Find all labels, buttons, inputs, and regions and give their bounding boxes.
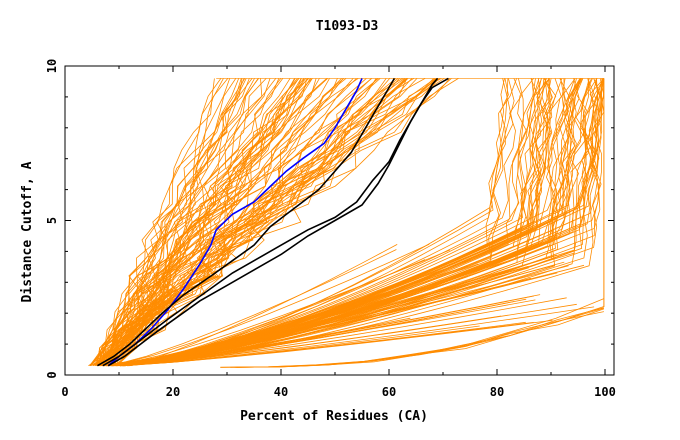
model-curve [99,78,253,366]
model-curve [112,243,430,367]
y-axis-ticks: 0 5 10 [45,59,614,379]
model-curve [112,78,581,367]
model-curve [89,78,311,366]
model-curve [126,259,426,367]
highlighted-curve-4 [107,77,449,367]
model-curve [114,78,452,367]
model-curve [112,78,604,367]
x-tick-label: 100 [594,385,616,399]
model-curve [110,78,330,366]
x-tick-label: 60 [382,385,396,399]
y-tick-label: 10 [45,59,59,73]
model-curve [113,78,509,367]
x-tick-label: 0 [61,385,68,399]
model-curve [99,78,440,366]
model-curve [109,78,300,366]
model-curve [118,265,468,367]
model-curve [93,78,359,367]
x-axis-label: Percent of Residues (CA) [240,409,428,424]
x-tick-label: 80 [490,385,504,399]
model-curve [113,78,605,367]
model-curve [99,78,240,366]
model-curves-layer [88,78,605,368]
model-curve [104,78,246,366]
chart-title: T1093-D3 [316,19,379,34]
highlighted-curve-2 [97,77,396,367]
model-curve [121,290,402,367]
model-curve [100,78,243,366]
highlighted-curves-layer [97,77,449,367]
x-tick-label: 20 [166,385,180,399]
model-curve [124,78,537,367]
model-curve [99,78,405,367]
model-curve [90,78,247,366]
model-curve [108,78,437,367]
model-curve [111,249,397,367]
model-curve [125,297,567,367]
model-curve [110,78,317,366]
model-curve [104,78,372,366]
highlighted-curve-1 [107,78,363,367]
model-curve [108,78,245,366]
model-curve [109,78,305,366]
model-curve [122,78,505,367]
y-tick-label: 0 [45,371,59,378]
x-tick-label: 40 [274,385,288,399]
model-curve [121,258,515,367]
model-curve [116,295,534,367]
y-axis-label: Distance Cutoff, A [20,161,35,302]
model-curve [123,306,595,367]
model-curve [129,300,397,367]
model-curve [123,283,439,367]
model-curve [97,78,305,366]
model-curve [111,78,391,366]
y-tick-label: 5 [45,217,59,224]
model-curve [103,78,237,366]
model-curve [112,275,439,367]
x-axis-ticks: 0 20 40 60 80 100 [61,66,616,399]
model-curve [127,276,468,367]
model-curve [100,78,224,366]
model-curve [99,78,309,366]
model-curve [220,306,605,368]
